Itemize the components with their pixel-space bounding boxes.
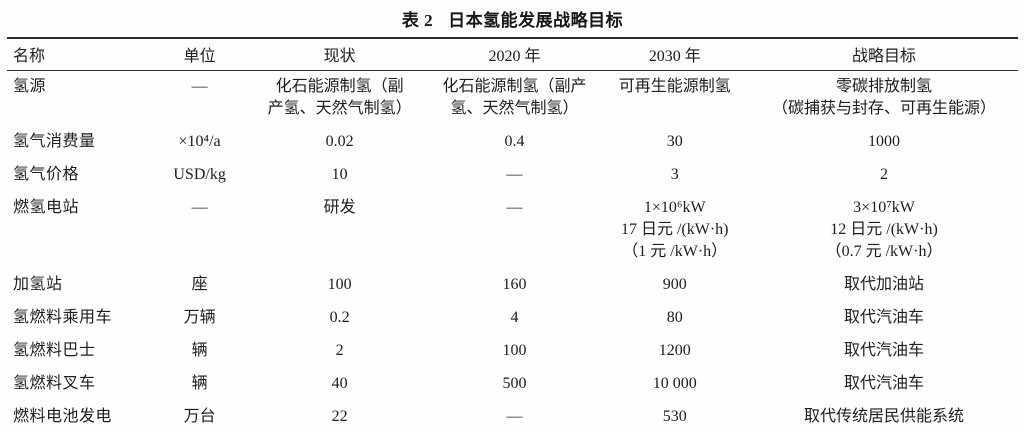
cell-name: 燃氢电站 <box>13 199 80 216</box>
col-header-goal: 战略目标 <box>852 48 917 65</box>
col-header-2030: 2030 年 <box>648 48 701 65</box>
table-number: 表 2 <box>401 11 434 30</box>
table-row: 氢燃料叉车 辆 40 500 10 000 取代汽油车 <box>7 368 1018 401</box>
cell-2020: 160 <box>502 276 527 293</box>
cell-current: 40 <box>331 375 348 392</box>
cell-2020: 500 <box>502 375 527 392</box>
cell-2030: 3 <box>670 166 679 183</box>
cell-unit: 辆 <box>191 342 208 359</box>
cell-unit: — <box>191 199 208 216</box>
col-header-current: 现状 <box>323 48 356 65</box>
table-row: 氢气消费量 ×10⁴/a 0.02 0.4 30 1000 <box>7 126 1018 159</box>
cell-current: 0.2 <box>329 309 350 326</box>
cell-current: 化石能源制氢（副 产氢、天然气制氢） <box>267 78 412 117</box>
cell-name: 氢气消费量 <box>13 133 96 150</box>
cell-2030: 30 <box>666 133 683 150</box>
col-header-name: 名称 <box>13 48 46 65</box>
cell-current: 22 <box>331 408 348 425</box>
cell-goal: 取代传统居民供能系统 <box>804 408 965 425</box>
col-header-unit: 单位 <box>183 48 216 65</box>
cell-name: 氢燃料叉车 <box>13 375 96 392</box>
cell-unit: 万台 <box>183 408 216 425</box>
cell-2030: 10 000 <box>652 375 697 392</box>
cell-2020: — <box>506 408 523 425</box>
cell-2030: 80 <box>666 309 683 326</box>
cell-name: 氢源 <box>13 78 47 95</box>
cell-unit: — <box>191 78 208 95</box>
table-row: 燃料电池发电 万台 22 — 530 取代传统居民供能系统 <box>7 401 1018 430</box>
cell-current: 10 <box>331 166 348 183</box>
table-row: 氢源 — 化石能源制氢（副 产氢、天然气制氢） 化石能源制氢（副产 氢、天然气制… <box>7 71 1018 127</box>
cell-unit: USD/kg <box>173 166 226 183</box>
table-caption: 表 2 日本氢能发展战略目标 <box>0 9 1025 32</box>
table-row: 氢燃料乘用车 万辆 0.2 4 80 取代汽油车 <box>7 302 1018 335</box>
cell-unit: 座 <box>191 276 208 293</box>
cell-2030: 1×10⁶kW 17 日元 /(kW·h) （1 元 /kW·h） <box>620 199 729 260</box>
cell-goal: 取代汽油车 <box>844 309 925 326</box>
header-row: 名称 单位 现状 2020 年 2030 年 战略目标 <box>7 38 1018 71</box>
cell-unit: 万辆 <box>183 309 216 326</box>
cell-goal: 取代汽油车 <box>844 342 925 359</box>
cell-2020: — <box>506 166 523 183</box>
cell-2030: 可再生能源制氢 <box>618 78 731 95</box>
cell-name: 氢燃料巴士 <box>13 342 96 359</box>
cell-2020: 4 <box>510 309 519 326</box>
cell-current: 0.02 <box>325 133 354 150</box>
cell-2020: 化石能源制氢（副产 氢、天然气制氢） <box>442 78 587 117</box>
cell-2020: 100 <box>502 342 527 359</box>
cell-goal: 取代加油站 <box>844 276 925 293</box>
cell-2020: 0.4 <box>504 133 525 150</box>
col-header-2020: 2020 年 <box>488 48 541 65</box>
cell-current: 研发 <box>323 199 356 216</box>
strategy-table: 名称 单位 现状 2020 年 2030 年 战略目标 氢源 — 化石能源制氢（… <box>7 37 1018 430</box>
table-row: 氢燃料巴士 辆 2 100 1200 取代汽油车 <box>7 335 1018 368</box>
cell-goal: 2 <box>880 166 889 183</box>
cell-name: 氢燃料乘用车 <box>13 309 113 326</box>
cell-name: 加氢站 <box>13 276 63 293</box>
cell-unit: 辆 <box>191 375 208 392</box>
cell-2030: 530 <box>662 408 687 425</box>
cell-name: 燃料电池发电 <box>13 408 113 425</box>
table-row: 氢气价格 USD/kg 10 — 3 2 <box>7 159 1018 192</box>
cell-goal: 零碳排放制氢 （碳捕获与封存、可再生能源） <box>772 78 997 117</box>
cell-goal: 3×10⁷kW 12 日元 /(kW·h) （0.7 元 /kW·h） <box>825 199 943 260</box>
cell-unit: ×10⁴/a <box>178 133 221 150</box>
cell-current: 100 <box>327 276 352 293</box>
cell-2030: 900 <box>662 276 687 293</box>
table-title: 日本氢能发展战略目标 <box>448 11 624 30</box>
cell-name: 氢气价格 <box>13 166 80 183</box>
table-row: 燃氢电站 — 研发 — 1×10⁶kW 17 日元 /(kW·h) （1 元 /… <box>7 192 1018 269</box>
table-row: 加氢站 座 100 160 900 取代加油站 <box>7 269 1018 302</box>
cell-goal: 1000 <box>868 133 901 150</box>
cell-2030: 1200 <box>658 342 691 359</box>
cell-2020: — <box>506 199 523 216</box>
cell-goal: 取代汽油车 <box>844 375 925 392</box>
cell-current: 2 <box>335 342 344 359</box>
